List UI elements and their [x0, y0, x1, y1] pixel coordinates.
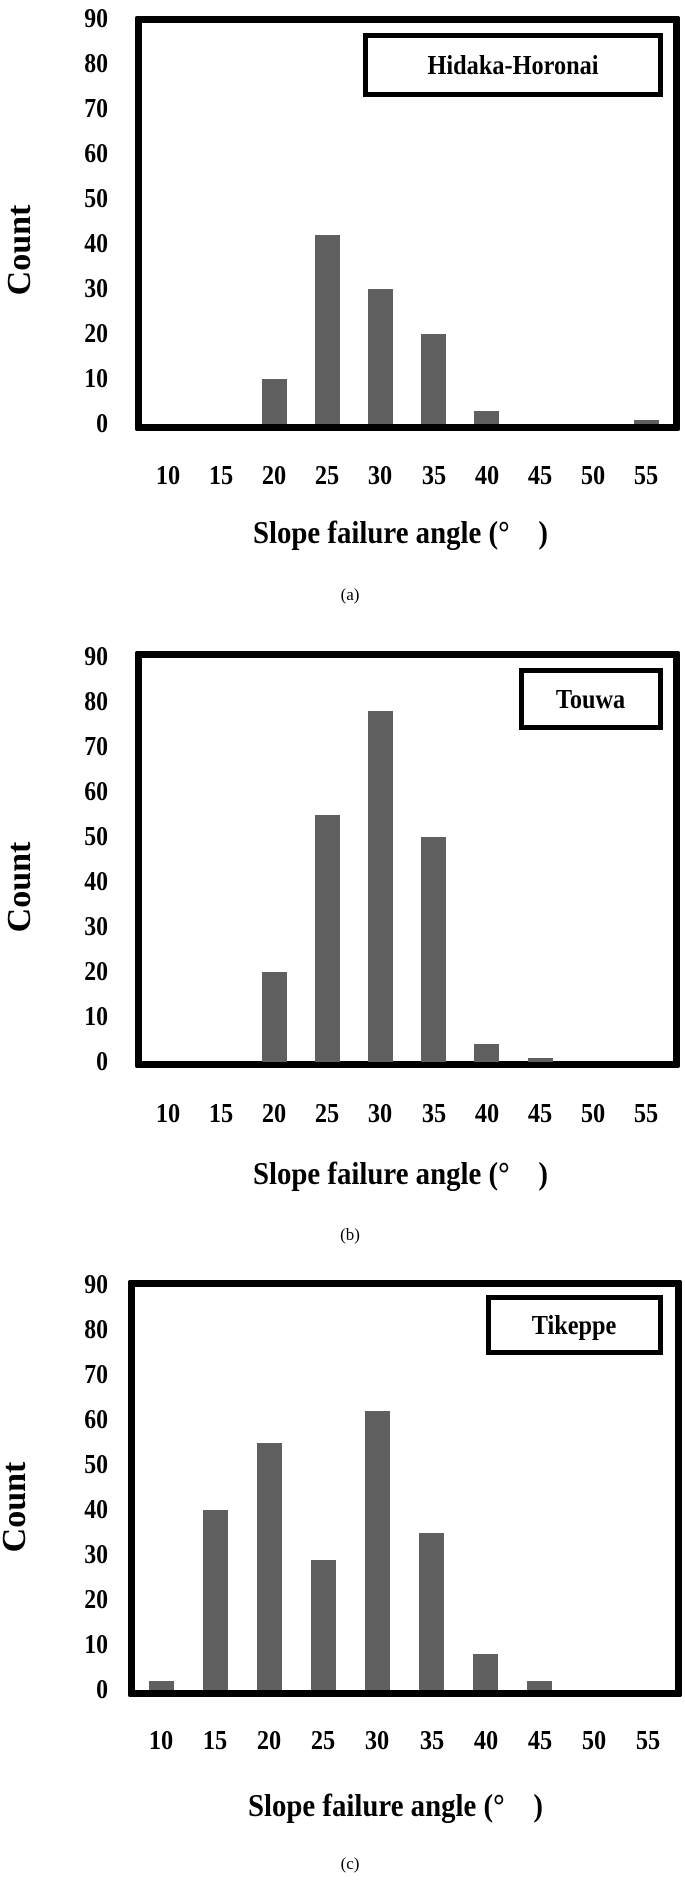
- x-tick-label: 20: [257, 1725, 282, 1755]
- y-tick-label: 90: [84, 641, 108, 671]
- y-tick-label: 60: [84, 776, 108, 806]
- legend-label: Hidaka-Horonai: [427, 49, 599, 80]
- x-tick-label: 45: [527, 1725, 552, 1755]
- bar-40: [474, 1044, 500, 1062]
- bar-30: [364, 1411, 390, 1690]
- bar-40: [474, 410, 500, 424]
- x-tick-label: 45: [527, 460, 553, 490]
- x-tick-label: 40: [474, 1098, 499, 1128]
- x-axis-label: Slope failure angle (° ): [253, 1155, 548, 1191]
- x-tick-label: 50: [581, 1098, 606, 1128]
- y-tick-label: 60: [84, 1404, 108, 1434]
- y-tick-label: 70: [84, 93, 108, 123]
- x-tick-label: 15: [208, 460, 233, 490]
- y-tick-label: 30: [84, 911, 108, 941]
- bar-20: [261, 972, 287, 1062]
- bar-25: [314, 814, 340, 1062]
- x-tick-label: 10: [155, 460, 180, 490]
- x-tick-label: 50: [581, 460, 606, 490]
- bar-20: [256, 1442, 282, 1690]
- legend-box: Touwa: [519, 668, 663, 730]
- y-tick-label: 50: [84, 183, 108, 213]
- x-tick-label: 10: [155, 1098, 180, 1128]
- y-tick-label: 50: [84, 821, 108, 851]
- x-tick-label: 30: [368, 1098, 393, 1128]
- x-tick-label: 35: [421, 1098, 446, 1128]
- y-tick-label: 20: [84, 318, 108, 348]
- x-tick-label: 35: [421, 460, 446, 490]
- x-tick-label: 15: [202, 1725, 228, 1755]
- x-tick-label: 30: [365, 1725, 390, 1755]
- x-tick-label: 40: [474, 460, 499, 490]
- panel-caption: (a): [340, 585, 360, 604]
- y-tick-label: 90: [84, 1269, 108, 1299]
- legend-label: Touwa: [556, 683, 626, 714]
- y-tick-label: 40: [84, 1494, 108, 1524]
- x-tick-label: 45: [527, 1098, 553, 1128]
- x-tick-label: 55: [635, 1725, 661, 1755]
- bar-10: [148, 1681, 174, 1690]
- bar-45: [527, 1681, 553, 1690]
- bar-55: [633, 419, 659, 424]
- y-tick-label: 40: [84, 866, 108, 896]
- y-tick-label: 20: [84, 1584, 108, 1614]
- y-tick-label: 70: [84, 1359, 108, 1389]
- x-tick-label: 50: [581, 1725, 606, 1755]
- x-tick-label: 55: [634, 460, 659, 490]
- panel-caption: (c): [340, 1854, 360, 1873]
- x-axis-label: Slope failure angle (° ): [248, 1787, 543, 1823]
- x-tick-label: 35: [419, 1725, 444, 1755]
- y-tick-label: 10: [84, 1001, 108, 1031]
- bar-25: [314, 235, 340, 424]
- bar-45: [527, 1057, 553, 1062]
- x-tick-label: 20: [261, 460, 287, 490]
- x-tick-label: 25: [311, 1725, 336, 1755]
- x-axis-label: Slope failure angle (° ): [253, 514, 548, 550]
- y-tick-label: 90: [84, 3, 108, 33]
- y-tick-label: 10: [84, 363, 108, 393]
- x-tick-label: 15: [208, 1098, 233, 1128]
- bar-25: [310, 1559, 336, 1690]
- y-tick-label: 30: [84, 1539, 108, 1569]
- y-tick-label: 60: [84, 138, 108, 168]
- bar-20: [261, 379, 287, 424]
- y-tick-label: 0: [96, 1046, 108, 1076]
- legend-box: Hidaka-Horonai: [363, 33, 663, 97]
- x-tick-label: 30: [368, 460, 393, 490]
- y-tick-label: 30: [84, 273, 108, 303]
- bar-35: [421, 837, 447, 1062]
- y-tick-label: 70: [84, 731, 108, 761]
- y-tick-label: 0: [96, 1674, 108, 1704]
- y-tick-label: 40: [84, 228, 108, 258]
- y-tick-label: 50: [84, 1449, 108, 1479]
- legend-label: Tikeppe: [532, 1309, 617, 1340]
- legend-box: Tikeppe: [486, 1295, 663, 1355]
- bar-30: [367, 711, 393, 1062]
- bar-35: [419, 1532, 445, 1690]
- panel-caption: (b): [340, 1225, 360, 1244]
- y-tick-label: 10: [84, 1629, 108, 1659]
- x-tick-label: 25: [315, 1098, 340, 1128]
- bar-15: [202, 1510, 228, 1690]
- x-tick-label: 25: [315, 460, 340, 490]
- y-tick-label: 80: [84, 686, 108, 716]
- bar-30: [367, 289, 393, 424]
- y-axis-label: Count: [0, 1461, 33, 1553]
- y-tick-label: 0: [96, 408, 108, 438]
- x-tick-label: 40: [473, 1725, 498, 1755]
- x-tick-label: 10: [148, 1725, 174, 1755]
- x-tick-label: 55: [634, 1098, 659, 1128]
- y-tick-label: 20: [84, 956, 108, 986]
- y-axis-label: Count: [1, 204, 38, 296]
- y-tick-label: 80: [84, 48, 108, 78]
- bar-35: [421, 334, 447, 424]
- y-tick-label: 80: [84, 1314, 108, 1344]
- x-tick-label: 20: [261, 1098, 287, 1128]
- bar-40: [473, 1654, 499, 1690]
- y-axis-label: Count: [1, 841, 38, 933]
